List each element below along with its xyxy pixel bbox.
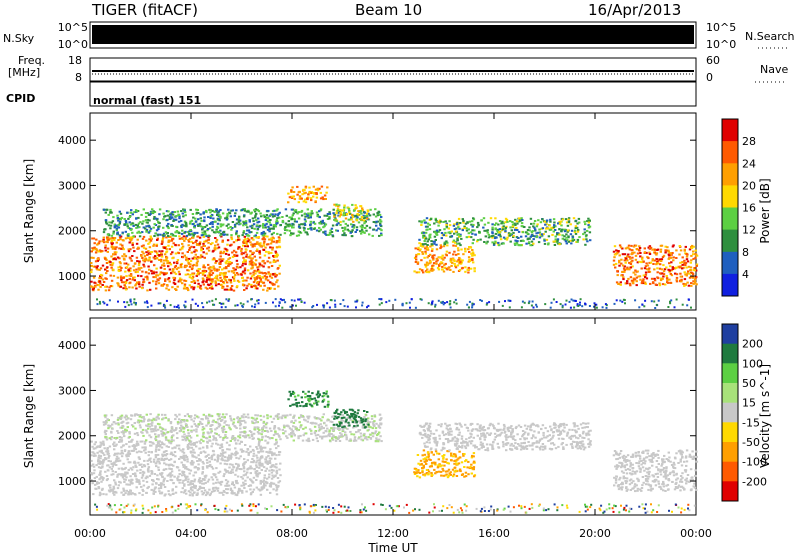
colorbar-swatch xyxy=(722,208,738,231)
colorbar-tick-label: 200 xyxy=(742,338,763,351)
velocity-colorbar-label: Velocity [m s^-1] xyxy=(758,364,772,468)
y-tick-label: 2000 xyxy=(58,430,86,443)
nsky-label: N.Sky xyxy=(3,32,35,45)
colorbar-swatch xyxy=(722,163,738,186)
power-colorbar: 28 24 20 16 12 8 4 xyxy=(722,119,756,297)
colorbar-swatch xyxy=(722,324,738,344)
y-tick-label: 1000 xyxy=(58,270,86,283)
nsearch-tick-bottom: 10^0 xyxy=(706,38,736,51)
cpid-text: normal (fast) 151 xyxy=(93,94,201,107)
radar-title: TIGER (fitACF) xyxy=(91,1,198,19)
colorbar-tick-label: -200 xyxy=(742,475,767,488)
y-tick-label: 4000 xyxy=(58,134,86,147)
date-title: 16/Apr/2013 xyxy=(588,1,681,19)
colorbar-swatch xyxy=(722,274,738,297)
nsearch-tick-top: 10^5 xyxy=(706,21,736,34)
colorbar-tick-label: 20 xyxy=(742,179,756,192)
y-tick-label: 2000 xyxy=(58,225,86,238)
colorbar-swatch xyxy=(722,403,738,423)
power-colorbar-label: Power [dB] xyxy=(758,178,772,243)
colorbar-swatch xyxy=(722,422,738,442)
colorbar-swatch xyxy=(722,481,738,501)
colorbar-swatch xyxy=(722,252,738,275)
nsky-series xyxy=(92,25,694,44)
colorbar-swatch xyxy=(722,119,738,142)
colorbar-tick-label: 12 xyxy=(742,224,756,237)
nave-tick-top: 60 xyxy=(706,54,720,67)
x-tick-label: 04:00 xyxy=(175,527,207,540)
velocity-panel-frame xyxy=(90,318,696,515)
freq-unit: [MHz] xyxy=(8,66,40,79)
colorbar-swatch xyxy=(722,185,738,208)
colorbar-tick-label: 24 xyxy=(742,157,756,170)
nave-tick-bottom: 0 xyxy=(706,71,713,84)
nsky-tick-bottom: 10^0 xyxy=(58,38,88,51)
y-tick-label: 4000 xyxy=(58,339,86,352)
freq-tick-top: 18 xyxy=(68,54,82,67)
freq-tick-bottom: 8 xyxy=(75,71,82,84)
x-tick-label: 00:00 xyxy=(74,527,106,540)
colorbar-swatch xyxy=(722,230,738,253)
time-xlabel: Time UT xyxy=(367,541,418,554)
cpid-label: CPID xyxy=(6,92,35,105)
colorbar-tick-label: 28 xyxy=(742,135,756,148)
freq-strip xyxy=(90,58,696,81)
y-tick-label: 1000 xyxy=(58,475,86,488)
x-tick-label: 12:00 xyxy=(377,527,409,540)
colorbar-swatch xyxy=(722,442,738,462)
x-tick-label: 08:00 xyxy=(276,527,308,540)
nsearch-label: N.Search xyxy=(745,30,795,43)
x-tick-label: 00:00 xyxy=(680,527,712,540)
colorbar-tick-label: 50 xyxy=(742,377,756,390)
power-ylabel: Slant Range [km] xyxy=(22,159,36,263)
colorbar-tick-label: 16 xyxy=(742,202,756,215)
y-tick-label: 3000 xyxy=(58,179,86,192)
colorbar-swatch xyxy=(722,344,738,364)
nsky-tick-top: 10^5 xyxy=(58,21,88,34)
x-tick-label: 20:00 xyxy=(579,527,611,540)
colorbar-swatch xyxy=(722,141,738,164)
colorbar-tick-label: 15 xyxy=(742,397,756,410)
velocity-ylabel: Slant Range [km] xyxy=(22,364,36,468)
colorbar-swatch xyxy=(722,383,738,403)
x-tick-label: 16:00 xyxy=(478,527,510,540)
beam-title: Beam 10 xyxy=(355,1,422,19)
y-tick-label: 3000 xyxy=(58,384,86,397)
colorbar-swatch xyxy=(722,462,738,482)
nave-label: Nave xyxy=(760,63,788,76)
colorbar-tick-label: 8 xyxy=(742,246,749,259)
colorbar-tick-label: 4 xyxy=(742,268,749,281)
colorbar-swatch xyxy=(722,363,738,383)
